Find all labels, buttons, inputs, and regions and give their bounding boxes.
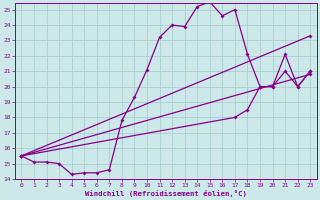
X-axis label: Windchill (Refroidissement éolien,°C): Windchill (Refroidissement éolien,°C) <box>85 190 247 197</box>
